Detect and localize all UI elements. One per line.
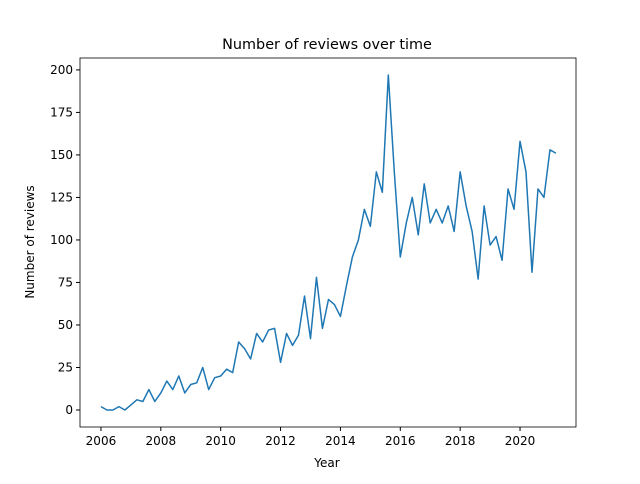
chart-title: Number of reviews over time xyxy=(222,37,432,53)
x-tick-label: 2006 xyxy=(86,434,117,448)
x-tick-label: 2016 xyxy=(385,434,416,448)
x-tick-label: 2010 xyxy=(205,434,236,448)
y-tick-label: 200 xyxy=(50,63,73,77)
x-tick-label: 2012 xyxy=(265,434,296,448)
y-tick-label: 50 xyxy=(58,318,73,332)
data-line xyxy=(100,74,557,411)
plot-frame xyxy=(79,57,577,428)
y-tick-label: 25 xyxy=(58,360,73,374)
x-axis-label: Year xyxy=(313,456,339,470)
y-tick-label: 75 xyxy=(58,275,73,289)
y-tick-label: 175 xyxy=(50,105,73,119)
x-tick-label: 2008 xyxy=(146,434,177,448)
x-tick-label: 2014 xyxy=(325,434,356,448)
y-axis-label: Number of reviews xyxy=(23,185,37,298)
y-tick-label: 0 xyxy=(65,403,73,417)
y-tick-label: 125 xyxy=(50,190,73,204)
x-tick-label: 2018 xyxy=(445,434,476,448)
x-tick-label: 2020 xyxy=(505,434,536,448)
y-tick-label: 100 xyxy=(50,233,73,247)
y-tick-label: 150 xyxy=(50,148,73,162)
